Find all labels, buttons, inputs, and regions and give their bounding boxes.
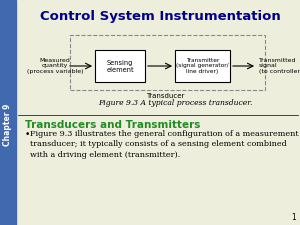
Text: Transducer: Transducer bbox=[146, 93, 184, 99]
Text: Figure 9.3 A typical process transducer.: Figure 9.3 A typical process transducer. bbox=[98, 99, 252, 107]
Text: Transducers and Transmitters: Transducers and Transmitters bbox=[25, 120, 200, 130]
Text: •: • bbox=[25, 130, 30, 139]
FancyBboxPatch shape bbox=[95, 50, 145, 82]
Text: Figure 9.3 illustrates the general configuration of a measurement
transducer; it: Figure 9.3 illustrates the general confi… bbox=[30, 130, 298, 159]
FancyBboxPatch shape bbox=[175, 50, 230, 82]
Text: Chapter 9: Chapter 9 bbox=[4, 104, 13, 146]
Text: Transmitter
(signal generator/
line driver): Transmitter (signal generator/ line driv… bbox=[176, 58, 229, 74]
Bar bbox=[0, 0, 16, 225]
Text: Transmitted
signal
(to controller): Transmitted signal (to controller) bbox=[259, 58, 300, 74]
Text: Measured
quantity
(process variable): Measured quantity (process variable) bbox=[27, 58, 83, 74]
Text: Control System Instrumentation: Control System Instrumentation bbox=[40, 10, 280, 23]
Text: 1: 1 bbox=[291, 213, 296, 222]
Text: Sensing
element: Sensing element bbox=[106, 59, 134, 72]
